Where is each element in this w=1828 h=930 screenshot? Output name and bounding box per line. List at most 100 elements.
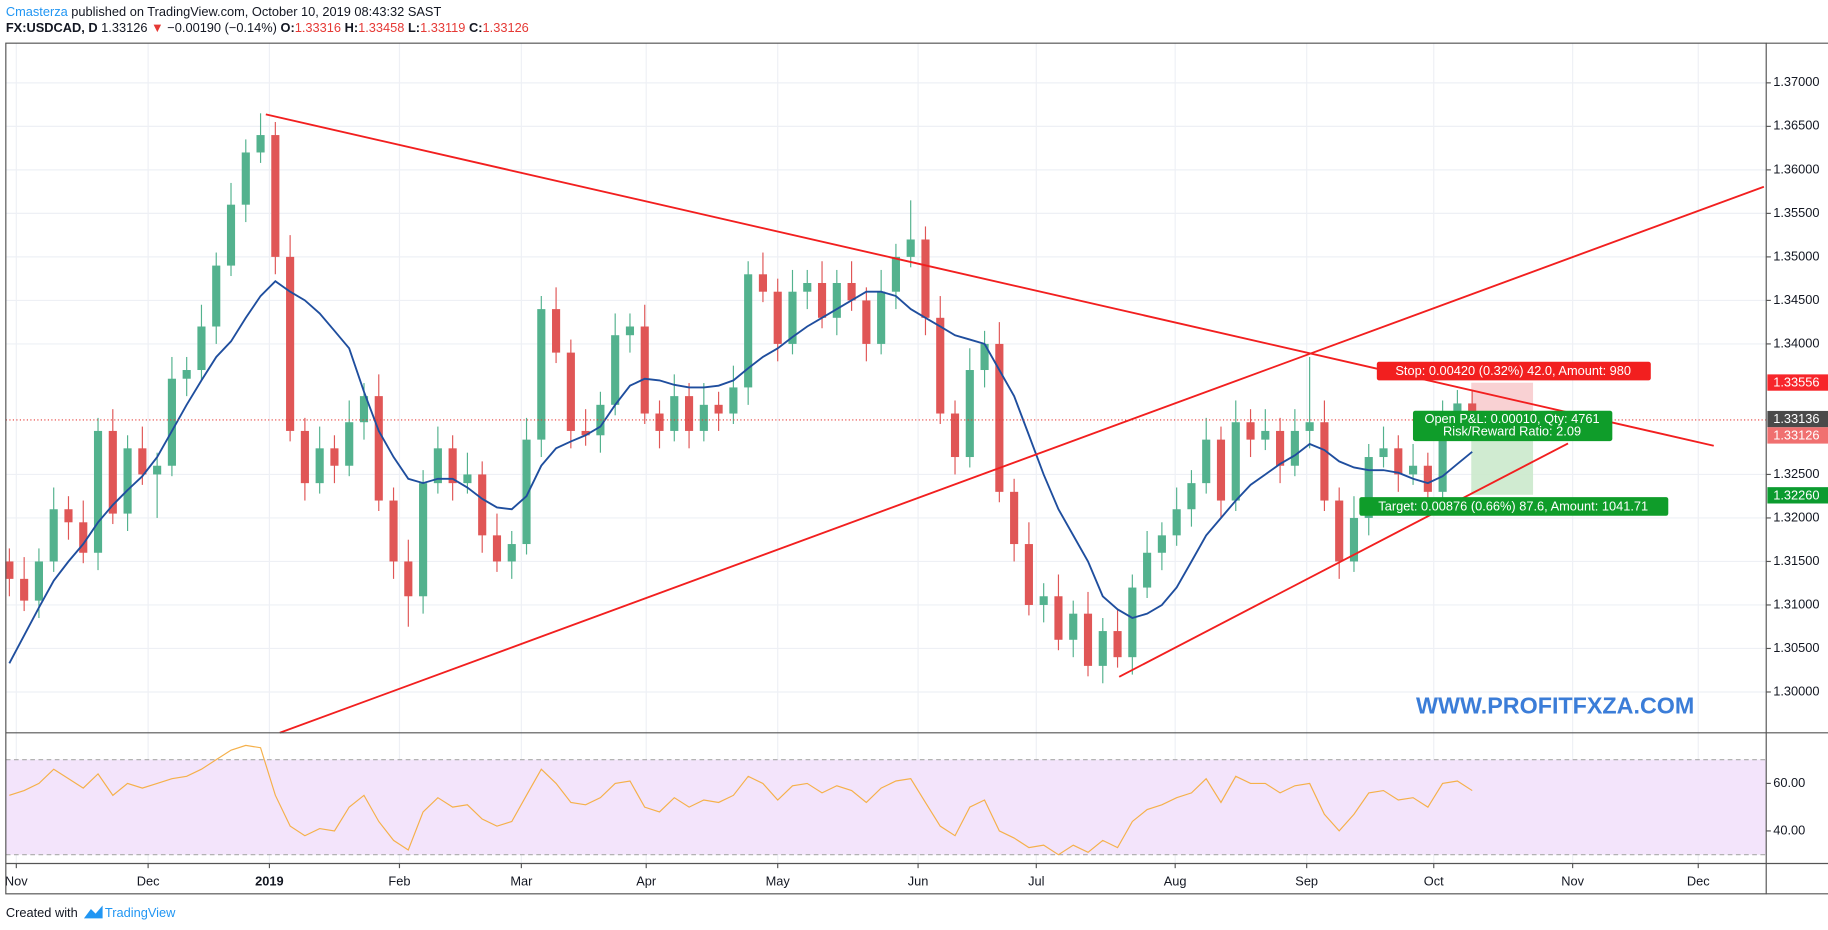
candle-body [286, 256, 295, 431]
candle-body [1409, 465, 1418, 475]
rsi-band [5, 759, 1767, 855]
candle-body [256, 135, 265, 153]
x-tick-label: May [766, 874, 791, 889]
candle-body [699, 404, 708, 431]
candle-body [182, 370, 191, 379]
candle-body [138, 448, 147, 475]
ohlc-value: 1.33126 [483, 21, 529, 36]
ratio-label: Risk/Reward Ratio: 2.09 [1443, 424, 1581, 439]
header-line: Cmasterza published on TradingView.com, … [6, 4, 442, 19]
price-label: 1.33126 [1773, 427, 1819, 442]
candle-body [315, 448, 324, 484]
price-label-box [1767, 374, 1828, 391]
candle-body [93, 430, 103, 553]
candle-body [108, 430, 117, 514]
x-tick-label: Dec [1687, 874, 1710, 889]
candle-body [49, 509, 58, 562]
candle-body [936, 317, 945, 414]
candle-body [1349, 517, 1359, 562]
candle-body [79, 522, 88, 553]
candle-body [1305, 422, 1314, 431]
candle-body [625, 326, 635, 336]
ohlc-value: 1.33119 [420, 21, 465, 36]
candle-body [212, 265, 221, 327]
candle-body [1394, 448, 1403, 475]
x-tick-label: Apr [636, 874, 657, 889]
y-tick-label: 1.32000 [1773, 509, 1819, 524]
candle-body [640, 326, 649, 414]
candle-body [758, 274, 768, 292]
target-label-box [1359, 497, 1669, 516]
candle-body [1157, 535, 1166, 553]
x-tick-label: Nov [1561, 874, 1584, 889]
trendline[interactable] [279, 185, 1765, 734]
candle-body [1069, 613, 1078, 640]
author[interactable]: Cmasterza [6, 4, 69, 19]
candle-body [1143, 552, 1152, 588]
candle-body [684, 396, 694, 431]
y-tick-label: 1.32500 [1773, 466, 1819, 481]
footer-brand[interactable]: TradingView [105, 905, 176, 920]
candle-body [1128, 587, 1137, 658]
price-label: 1.33136 [1773, 411, 1819, 426]
candle-body [847, 282, 856, 301]
candle-body [1423, 465, 1432, 492]
candle-body [1320, 422, 1329, 501]
candle-body [537, 309, 546, 440]
price-label-box [1767, 410, 1828, 428]
candle-body [980, 343, 989, 371]
moving-average [8, 279, 1473, 664]
candle-body [492, 535, 502, 562]
x-tick-label: Nov [5, 874, 28, 889]
y-tick-label: 1.37000 [1773, 74, 1819, 89]
candle-body [1172, 509, 1181, 536]
candle-body [611, 335, 620, 405]
candle-body [1113, 631, 1122, 658]
candle-body [1083, 613, 1093, 666]
candle-body [1054, 596, 1063, 640]
candle-body [1202, 439, 1211, 484]
trendline[interactable] [265, 113, 1714, 447]
watermark: WWW.PROFITFXZA.COM [1416, 692, 1694, 718]
price-label: 1.33556 [1773, 375, 1819, 390]
candle-body [197, 326, 206, 371]
arrow: ▼ [151, 21, 164, 36]
candle-body [5, 561, 14, 579]
candle-body [433, 448, 442, 484]
x-tick-label: Oct [1424, 874, 1444, 889]
y-tick-label: 1.35000 [1773, 248, 1819, 263]
candle-body [463, 474, 472, 484]
candle-body [64, 509, 73, 523]
x-tick-label: Sep [1295, 874, 1318, 889]
ohlc-label: H: [345, 21, 359, 36]
candle-body [566, 352, 575, 431]
candle-body [877, 291, 886, 344]
candle-body [167, 378, 176, 466]
y-tick-label: 1.30000 [1773, 683, 1819, 698]
y-tick-label: 1.34500 [1773, 292, 1819, 307]
published: published on TradingView.com, October 10… [71, 4, 441, 19]
candle-body [448, 448, 457, 484]
y-tick-label: 1.30500 [1773, 640, 1819, 655]
grid [5, 43, 1767, 864]
candle-body [1335, 500, 1344, 562]
candle-body [330, 448, 339, 466]
candle-body [1010, 491, 1019, 545]
candle-body [670, 396, 679, 431]
candle-body [950, 413, 960, 458]
candle-body [359, 396, 369, 423]
candle-body [1098, 631, 1107, 666]
y-tick-label: 1.34000 [1773, 335, 1819, 350]
y-tick-label: 1.31500 [1773, 553, 1819, 568]
trendline[interactable] [1118, 442, 1569, 678]
candle-body [581, 430, 590, 436]
y-tick-label: 1.35500 [1773, 205, 1819, 220]
candle-body [20, 578, 29, 601]
candle-body [1364, 457, 1373, 518]
candle-body [1290, 430, 1299, 466]
candle-body [404, 561, 413, 597]
frame [5, 42, 1767, 895]
footer-created: Created with [6, 905, 78, 920]
candle-body [906, 239, 915, 257]
candle-body [729, 387, 738, 414]
